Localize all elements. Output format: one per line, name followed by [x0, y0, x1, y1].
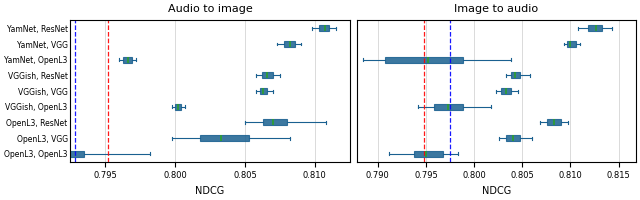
PathPatch shape: [200, 135, 249, 141]
PathPatch shape: [124, 57, 132, 63]
PathPatch shape: [26, 151, 84, 157]
PathPatch shape: [501, 88, 511, 94]
PathPatch shape: [588, 25, 602, 31]
PathPatch shape: [263, 119, 287, 125]
PathPatch shape: [385, 57, 463, 63]
PathPatch shape: [260, 88, 268, 94]
Title: Audio to image: Audio to image: [168, 4, 252, 14]
PathPatch shape: [175, 104, 180, 110]
X-axis label: NDCG: NDCG: [195, 186, 225, 196]
Title: Image to audio: Image to audio: [454, 4, 538, 14]
PathPatch shape: [284, 41, 295, 47]
PathPatch shape: [566, 41, 576, 47]
PathPatch shape: [547, 119, 561, 125]
PathPatch shape: [414, 151, 444, 157]
X-axis label: NDCG: NDCG: [481, 186, 511, 196]
PathPatch shape: [434, 104, 463, 110]
PathPatch shape: [511, 72, 520, 78]
PathPatch shape: [319, 25, 329, 31]
PathPatch shape: [262, 72, 273, 78]
PathPatch shape: [506, 135, 520, 141]
